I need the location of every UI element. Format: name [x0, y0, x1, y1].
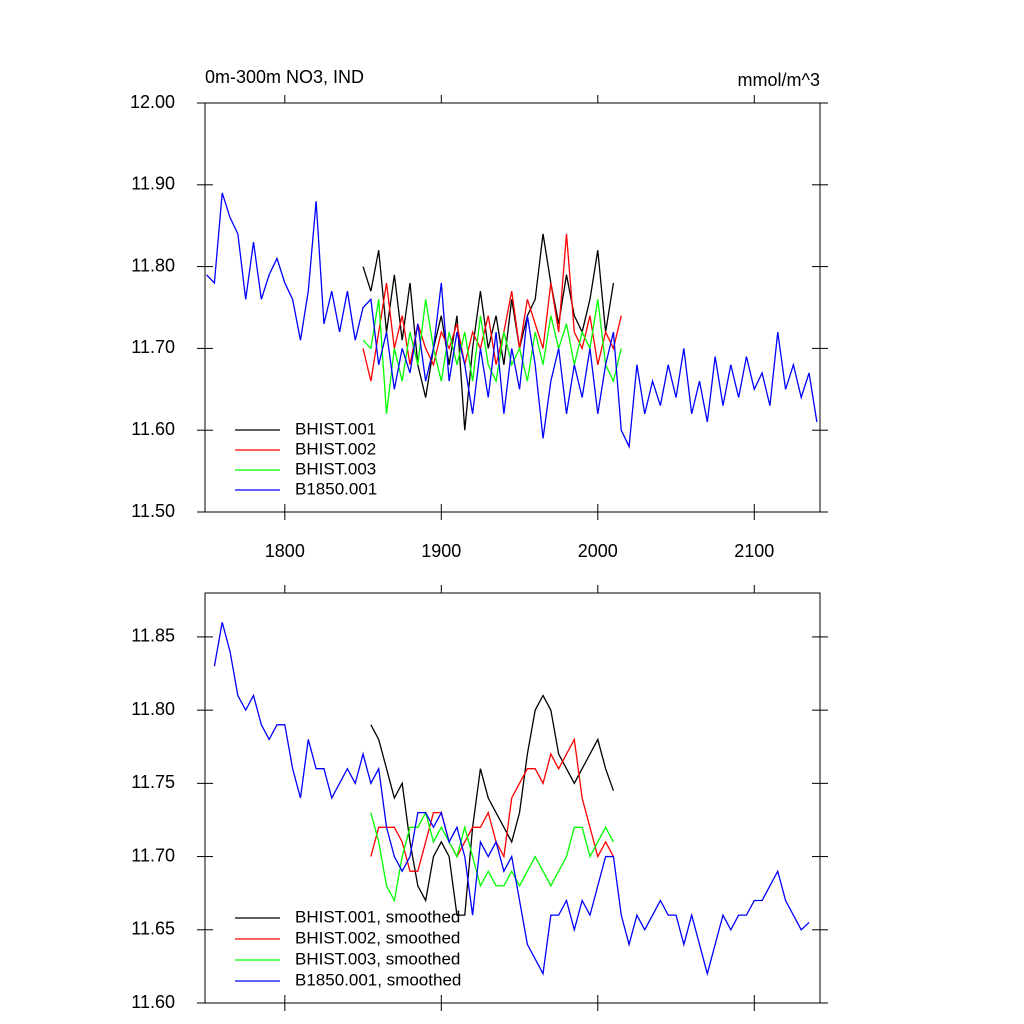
legend-label: BHIST.001 — [295, 419, 376, 438]
y-tick-label: 11.80 — [131, 255, 175, 275]
plot-frame — [204, 102, 821, 513]
x-tick-label: 2100 — [734, 541, 774, 561]
data-line — [370, 694, 615, 916]
legend-label: B1850.001, smoothed — [295, 970, 461, 989]
data-line — [362, 233, 622, 382]
y-tick-label: 11.70 — [131, 845, 175, 865]
y-tick-label: 11.70 — [131, 337, 175, 357]
legend-label: BHIST.003 — [295, 459, 376, 478]
data-line — [362, 233, 615, 431]
y-tick-label: 11.90 — [131, 174, 175, 194]
chart-title: 0m-300m NO3, IND — [205, 67, 364, 87]
data-line — [370, 810, 615, 903]
legend-label: BHIST.003, smoothed — [295, 949, 460, 968]
y-tick-label: 11.65 — [131, 919, 175, 939]
x-tick-label: 2000 — [578, 541, 618, 561]
y-tick-label: 11.50 — [131, 501, 175, 521]
legend-label: BHIST.002, smoothed — [295, 928, 460, 947]
data-line — [362, 299, 622, 414]
data-line — [370, 737, 615, 872]
y-tick-label: 11.75 — [131, 772, 175, 792]
data-line — [206, 192, 818, 449]
y-tick-label: 11.85 — [131, 626, 175, 646]
plot-frame — [204, 592, 821, 1004]
units-label: mmol/m^3 — [738, 70, 820, 90]
x-tick-label: 1900 — [421, 541, 461, 561]
y-tick-label: 11.60 — [131, 992, 175, 1012]
legend-label: BHIST.002 — [295, 439, 376, 458]
data-line — [213, 622, 810, 977]
y-tick-label: 11.60 — [131, 419, 175, 439]
x-tick-label: 1800 — [265, 541, 305, 561]
y-tick-label: 12.00 — [130, 92, 175, 112]
y-tick-label: 11.80 — [131, 699, 175, 719]
legend-label: BHIST.001, smoothed — [295, 907, 460, 926]
legend-label: B1850.001 — [295, 479, 377, 498]
